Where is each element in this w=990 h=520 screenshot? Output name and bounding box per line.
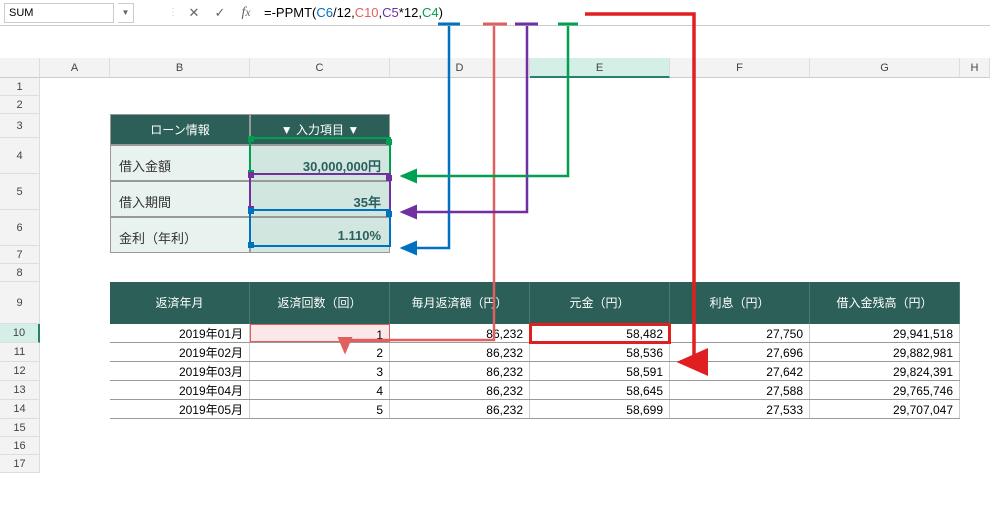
loan-header-info: ローン情報 xyxy=(110,114,250,145)
pay-cell-3-1[interactable]: 4 xyxy=(250,381,390,399)
loan-header-input: ▼ 入力項目 ▼ xyxy=(250,114,390,145)
column-header-a[interactable]: A xyxy=(40,58,110,78)
pay-cell-2-2[interactable]: 86,232 xyxy=(390,362,530,380)
loan-info-table: ローン情報 ▼ 入力項目 ▼ 借入金額 30,000,000円 借入期間 35年… xyxy=(110,114,390,253)
column-header-b[interactable]: B xyxy=(110,58,250,78)
pay-cell-3-4[interactable]: 27,588 xyxy=(670,381,810,399)
pay-cell-1-4[interactable]: 27,696 xyxy=(670,343,810,361)
pay-cell-0-0[interactable]: 2019年01月 xyxy=(110,324,250,342)
loan-label-0: 借入金額 xyxy=(110,145,250,181)
pay-cell-2-5[interactable]: 29,824,391 xyxy=(810,362,960,380)
pay-cell-1-1[interactable]: 2 xyxy=(250,343,390,361)
pay-cell-4-4[interactable]: 27,533 xyxy=(670,400,810,418)
row-header-2[interactable]: 2 xyxy=(0,96,40,114)
row-header-13[interactable]: 13 xyxy=(0,381,40,400)
pay-header-5: 借入金残高（円） xyxy=(810,282,960,324)
name-box[interactable]: SUM xyxy=(4,3,114,23)
pay-cell-3-2[interactable]: 86,232 xyxy=(390,381,530,399)
pay-cell-4-2[interactable]: 86,232 xyxy=(390,400,530,418)
formula-input[interactable]: =-PPMT(C6/12,C10,C5*12,C4) xyxy=(260,3,986,23)
formula-text: =-PPMT(C6/12,C10,C5*12,C4) xyxy=(264,5,443,20)
row-header-15[interactable]: 15 xyxy=(0,419,40,437)
pay-cell-2-4[interactable]: 27,642 xyxy=(670,362,810,380)
pay-cell-2-1[interactable]: 3 xyxy=(250,362,390,380)
pay-cell-1-0[interactable]: 2019年02月 xyxy=(110,343,250,361)
row-header-12[interactable]: 12 xyxy=(0,362,40,381)
pay-cell-2-0[interactable]: 2019年03月 xyxy=(110,362,250,380)
spreadsheet-grid: ABCDEFGH 1234567891011121314151617 ローン情報… xyxy=(0,58,990,473)
pay-cell-0-5[interactable]: 29,941,518 xyxy=(810,324,960,342)
pay-cell-3-3[interactable]: 58,645 xyxy=(530,381,670,399)
pay-cell-0-2[interactable]: 86,232 xyxy=(390,324,530,342)
column-header-e[interactable]: E xyxy=(530,58,670,78)
row-header-9[interactable]: 9 xyxy=(0,282,40,324)
row-header-11[interactable]: 11 xyxy=(0,343,40,362)
pay-cell-3-0[interactable]: 2019年04月 xyxy=(110,381,250,399)
pay-cell-4-3[interactable]: 58,699 xyxy=(530,400,670,418)
column-header-h[interactable]: H xyxy=(960,58,990,78)
pay-header-2: 毎月返済額（円） xyxy=(390,282,530,324)
loan-label-2: 金利（年利） xyxy=(110,217,250,253)
column-header-d[interactable]: D xyxy=(390,58,530,78)
pay-header-1: 返済回数（回） xyxy=(250,282,390,324)
loan-value-2[interactable]: 1.110% xyxy=(250,217,390,253)
separator: ⋮ xyxy=(168,7,178,18)
pay-header-3: 元金（円） xyxy=(530,282,670,324)
row-header-7[interactable]: 7 xyxy=(0,246,40,264)
column-headers: ABCDEFGH xyxy=(0,58,990,78)
row-header-5[interactable]: 5 xyxy=(0,174,40,210)
pay-cell-1-3[interactable]: 58,536 xyxy=(530,343,670,361)
loan-value-0[interactable]: 30,000,000円 xyxy=(250,145,390,181)
pay-cell-1-2[interactable]: 86,232 xyxy=(390,343,530,361)
row-header-10[interactable]: 10 xyxy=(0,324,40,343)
pay-cell-0-4[interactable]: 27,750 xyxy=(670,324,810,342)
row-header-8[interactable]: 8 xyxy=(0,264,40,282)
loan-label-1: 借入期間 xyxy=(110,181,250,217)
row-header-4[interactable]: 4 xyxy=(0,138,40,174)
row-header-3[interactable]: 3 xyxy=(0,114,40,138)
pay-cell-4-1[interactable]: 5 xyxy=(250,400,390,418)
formula-bar: SUM ▼ ⋮ ✕ ✓ fx =-PPMT(C6/12,C10,C5*12,C4… xyxy=(0,0,990,26)
pay-cell-2-3[interactable]: 58,591 xyxy=(530,362,670,380)
formula-buttons: ⋮ ✕ ✓ fx xyxy=(168,3,256,23)
pay-cell-4-5[interactable]: 29,707,047 xyxy=(810,400,960,418)
row-header-14[interactable]: 14 xyxy=(0,400,40,419)
column-header-c[interactable]: C xyxy=(250,58,390,78)
column-header-g[interactable]: G xyxy=(810,58,960,78)
row-header-1[interactable]: 1 xyxy=(0,78,40,96)
cancel-button[interactable]: ✕ xyxy=(184,3,204,23)
column-header-f[interactable]: F xyxy=(670,58,810,78)
row-header-6[interactable]: 6 xyxy=(0,210,40,246)
name-box-value: SUM xyxy=(9,7,33,19)
pay-cell-1-5[interactable]: 29,882,981 xyxy=(810,343,960,361)
pay-cell-4-0[interactable]: 2019年05月 xyxy=(110,400,250,418)
fx-button[interactable]: fx xyxy=(236,3,256,23)
pay-cell-0-1[interactable]: 1 xyxy=(250,324,390,342)
pay-cell-3-5[interactable]: 29,765,746 xyxy=(810,381,960,399)
payment-schedule-table: 返済年月返済回数（回）毎月返済額（円）元金（円）利息（円）借入金残高（円） 201… xyxy=(110,282,960,419)
row-header-16[interactable]: 16 xyxy=(0,437,40,455)
loan-value-1[interactable]: 35年 xyxy=(250,181,390,217)
pay-header-4: 利息（円） xyxy=(670,282,810,324)
row-header-17[interactable]: 17 xyxy=(0,455,40,473)
pay-header-0: 返済年月 xyxy=(110,282,250,324)
name-box-dropdown[interactable]: ▼ xyxy=(118,3,134,23)
enter-button[interactable]: ✓ xyxy=(210,3,230,23)
pay-cell-0-3[interactable]: 58,482 xyxy=(530,324,670,342)
select-all-corner[interactable] xyxy=(0,58,40,78)
